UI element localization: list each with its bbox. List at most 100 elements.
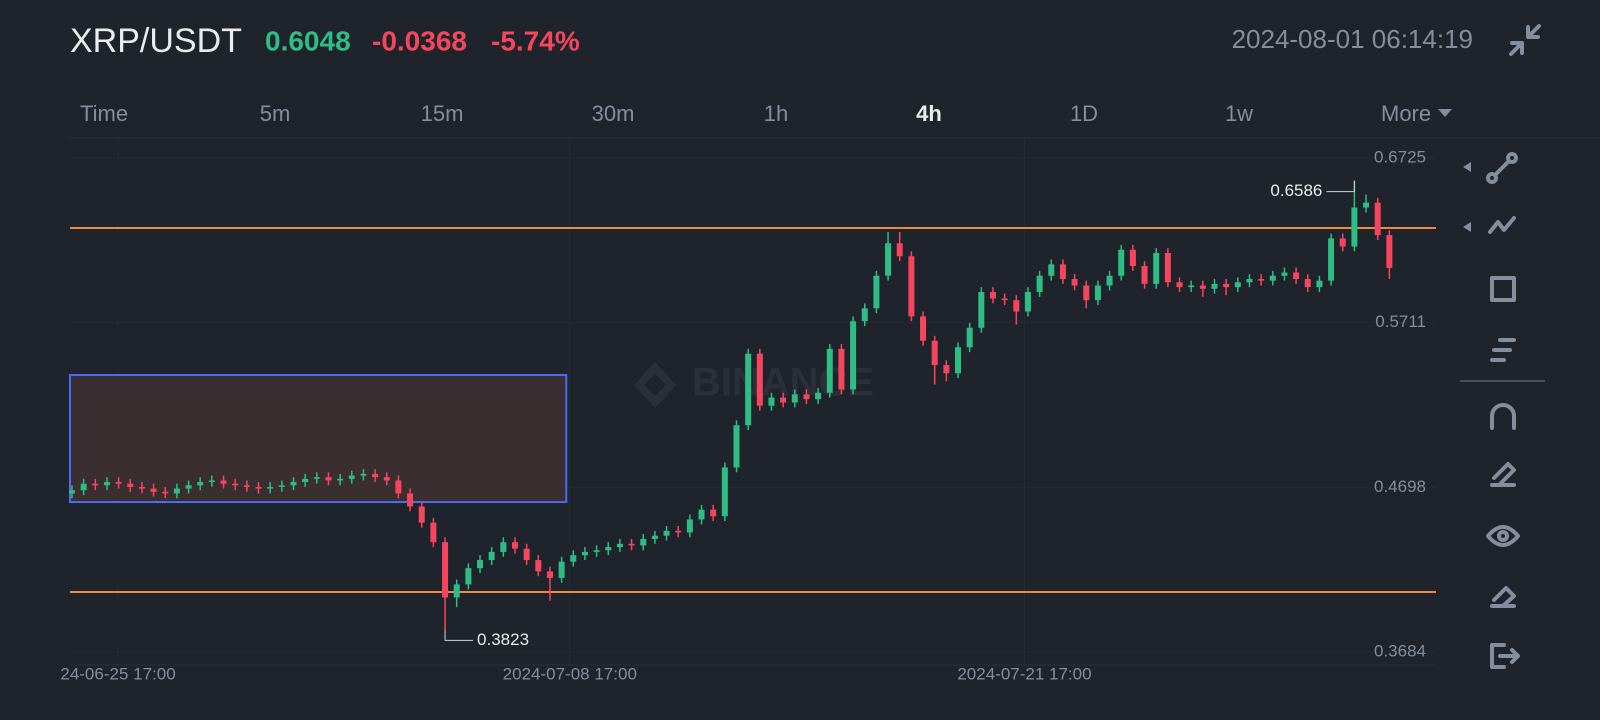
shape-tool[interactable] (1490, 276, 1516, 302)
candle-body (1281, 272, 1288, 276)
min-label-line (444, 629, 474, 641)
interval-tab[interactable]: 1h (764, 101, 788, 126)
candle-body (372, 473, 379, 478)
interval-tab[interactable]: 5m (260, 101, 291, 126)
max-price-label: 0.6586 (1270, 181, 1322, 200)
timestamp: 2024-08-01 06:14:19 (1232, 24, 1473, 54)
candle-body (756, 353, 763, 406)
candle-body (546, 571, 553, 578)
candle-body (80, 483, 87, 491)
interval-tab[interactable]: 15m (421, 101, 464, 126)
interval-tab[interactable]: 1D (1070, 101, 1098, 126)
candle-body (1363, 202, 1370, 208)
candle-body (138, 486, 145, 489)
candle-body (232, 483, 239, 486)
candle-body (1013, 300, 1020, 312)
x-tick-label: 24-06-25 17:00 (60, 664, 175, 683)
candle-body (255, 486, 262, 489)
candle-body (931, 340, 938, 366)
eraser-tool[interactable] (1490, 586, 1516, 608)
candle-body (1106, 275, 1113, 286)
y-tick-label: 0.4698 (1374, 477, 1426, 496)
candle-body (1083, 285, 1090, 301)
candle-body (68, 490, 75, 494)
candle-body (243, 485, 250, 487)
pen-tool[interactable] (1490, 462, 1516, 487)
candle-body (698, 509, 705, 520)
candle-body (383, 477, 390, 481)
candle-body (523, 548, 530, 561)
candle-body (360, 473, 367, 476)
candle-body (1176, 282, 1183, 288)
visibility-tool[interactable] (1486, 525, 1520, 547)
candle-body (1071, 279, 1078, 286)
candle-body (1374, 202, 1381, 236)
candle-body (407, 493, 414, 507)
candle-body (173, 488, 180, 494)
candle-body (710, 509, 717, 517)
candle-body (488, 551, 495, 561)
candle-body (1153, 253, 1160, 284)
exit-fullscreen[interactable] (1509, 24, 1541, 56)
candle-body (686, 519, 693, 533)
watermark-logo (634, 362, 676, 408)
interval-tab[interactable]: 1w (1225, 101, 1253, 126)
candle-body (581, 551, 588, 556)
candle-body (511, 542, 518, 549)
y-tick-label: 0.3684 (1374, 641, 1426, 660)
candle-body (1211, 283, 1218, 289)
candle-body (1141, 266, 1148, 284)
candle-body (803, 394, 810, 400)
text-tool[interactable] (1490, 338, 1516, 362)
candle-body (1164, 253, 1171, 283)
candle-body (733, 425, 740, 468)
pair: XRP/USDT (70, 22, 242, 60)
trend-line-tool[interactable] (1486, 152, 1518, 184)
candle-body (278, 485, 285, 487)
candle-body (1386, 235, 1393, 268)
plot: BINANCE0.36840.46980.57110.672524-06-25 … (60, 138, 1436, 683)
candle-body (477, 560, 484, 569)
fib-tool[interactable] (1488, 216, 1516, 234)
candle-body (267, 486, 274, 489)
candle-body (1316, 280, 1323, 288)
tool-arrow (1463, 222, 1471, 232)
candle-body (558, 561, 565, 578)
candle-body (115, 482, 122, 484)
candle-body (1059, 264, 1066, 280)
rectangle-drawing (69, 374, 568, 504)
candle-body (1223, 283, 1230, 288)
candle-body (325, 477, 332, 481)
y-tick-label: 0.5711 (1375, 312, 1426, 331)
candle-body (185, 485, 192, 489)
last-price: 0.6048 (265, 25, 351, 56)
interval-tab[interactable]: More (1381, 101, 1431, 126)
candle-body (1293, 272, 1300, 280)
x-tick-label: 2024-07-08 17:00 (503, 664, 637, 683)
tool-arrow (1463, 162, 1471, 172)
candle-body (465, 568, 472, 585)
candle-body (313, 477, 320, 479)
interval-tab[interactable]: 30m (592, 101, 635, 126)
candle-body (616, 543, 623, 548)
candle-body (628, 543, 635, 546)
candle-body (651, 535, 658, 539)
candle-body (418, 506, 425, 523)
exit-tool[interactable] (1490, 643, 1520, 669)
candle-body (966, 327, 973, 348)
candle-body (1129, 249, 1136, 267)
x-tick-label: 2024-07-21 17:00 (957, 664, 1091, 683)
interval-tab[interactable]: Time (80, 101, 128, 126)
candle-body (1258, 279, 1265, 281)
candle-body (955, 347, 962, 374)
candle-body (593, 550, 600, 552)
candle-body (570, 555, 577, 562)
magnet-tool[interactable] (1490, 403, 1516, 430)
candle-body (675, 530, 682, 533)
candle-body (1328, 238, 1335, 281)
interval-tabs: Time 5m 15m 30m 1h 4h 1D 1w More (80, 101, 1452, 126)
candle-body (920, 316, 927, 341)
interval-tab[interactable]: 4h (916, 101, 942, 126)
